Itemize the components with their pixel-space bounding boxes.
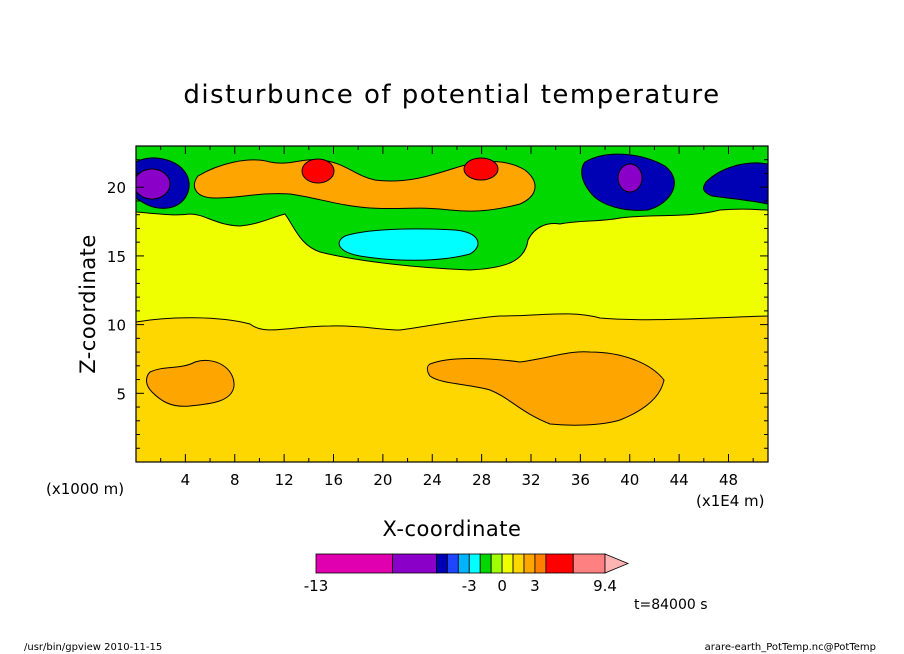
x-axis-title: X-coordinate (383, 517, 522, 541)
x-tick-label: 16 (324, 471, 343, 489)
colorbar-cell (534, 553, 547, 574)
cold-pool-far-right (703, 162, 768, 205)
x-tick-label: 24 (423, 471, 442, 489)
colorbar-cell (523, 553, 536, 574)
y-tick-label: 5 (116, 385, 126, 403)
x-tick-label: 44 (670, 471, 689, 489)
x-tick-label: 36 (571, 471, 590, 489)
y-tick-label: 20 (107, 179, 126, 197)
x-tick-label: 48 (719, 471, 738, 489)
colorbar-cell (512, 553, 525, 574)
x-tick-label: 28 (472, 471, 491, 489)
cold-core-left (136, 168, 171, 200)
colorbar-tick-label: 9.4 (593, 577, 617, 595)
colorbar-cell (479, 553, 492, 574)
footer-left: /usr/bin/gpview 2010-11-15 (24, 642, 162, 653)
x-tick-label: 20 (373, 471, 392, 489)
warm-cell-15 (301, 158, 335, 184)
y-tick-label: 10 (107, 317, 126, 335)
colorbar-tick-label: -3 (462, 577, 477, 595)
colorbar-tick-label: 0 (497, 577, 507, 595)
colorbar-tick-label: -13 (304, 577, 329, 595)
footer-right: arare-earth_PotTemp.nc@PotTemp (705, 642, 876, 653)
y-axis-title: Z-coordinate (76, 234, 100, 374)
x-tick-label: 8 (230, 471, 240, 489)
y-unit-label: (x1000 m) (46, 480, 124, 498)
cold-core-right (617, 163, 643, 193)
warm-pool-right (426, 351, 665, 426)
chart-title: disturbunce of potential temperature (183, 80, 720, 110)
colorbar-cell (501, 553, 514, 574)
warm-cell-28 (463, 157, 499, 181)
lens-cyan (338, 228, 479, 261)
colorbar-cell (490, 553, 503, 574)
colorbar-cell (315, 553, 394, 574)
contour-field (136, 146, 768, 462)
colorbar-cell (457, 553, 470, 574)
x-tick-label: 32 (521, 471, 540, 489)
colorbar-cell (545, 553, 574, 574)
y-tick-label: 15 (107, 248, 126, 266)
colorbar-cell (468, 553, 481, 574)
colorbar-cell (392, 553, 437, 574)
colorbar-cell (436, 553, 448, 574)
x-tick-label: 4 (181, 471, 191, 489)
colorbar-cell (604, 553, 630, 574)
time-label: t=84000 s (634, 597, 708, 613)
x-tick-label: 40 (620, 471, 639, 489)
colorbar-cell (446, 553, 459, 574)
colorbar-cell (572, 553, 606, 574)
plot-frame (135, 145, 769, 463)
x-tick-label: 12 (275, 471, 294, 489)
colorbar-tick-label: 3 (530, 577, 540, 595)
warm-pool-left (146, 360, 235, 407)
x-unit-label: (x1E4 m) (696, 492, 765, 510)
colorbar: -13 -3 0 3 9.4 (304, 553, 630, 595)
